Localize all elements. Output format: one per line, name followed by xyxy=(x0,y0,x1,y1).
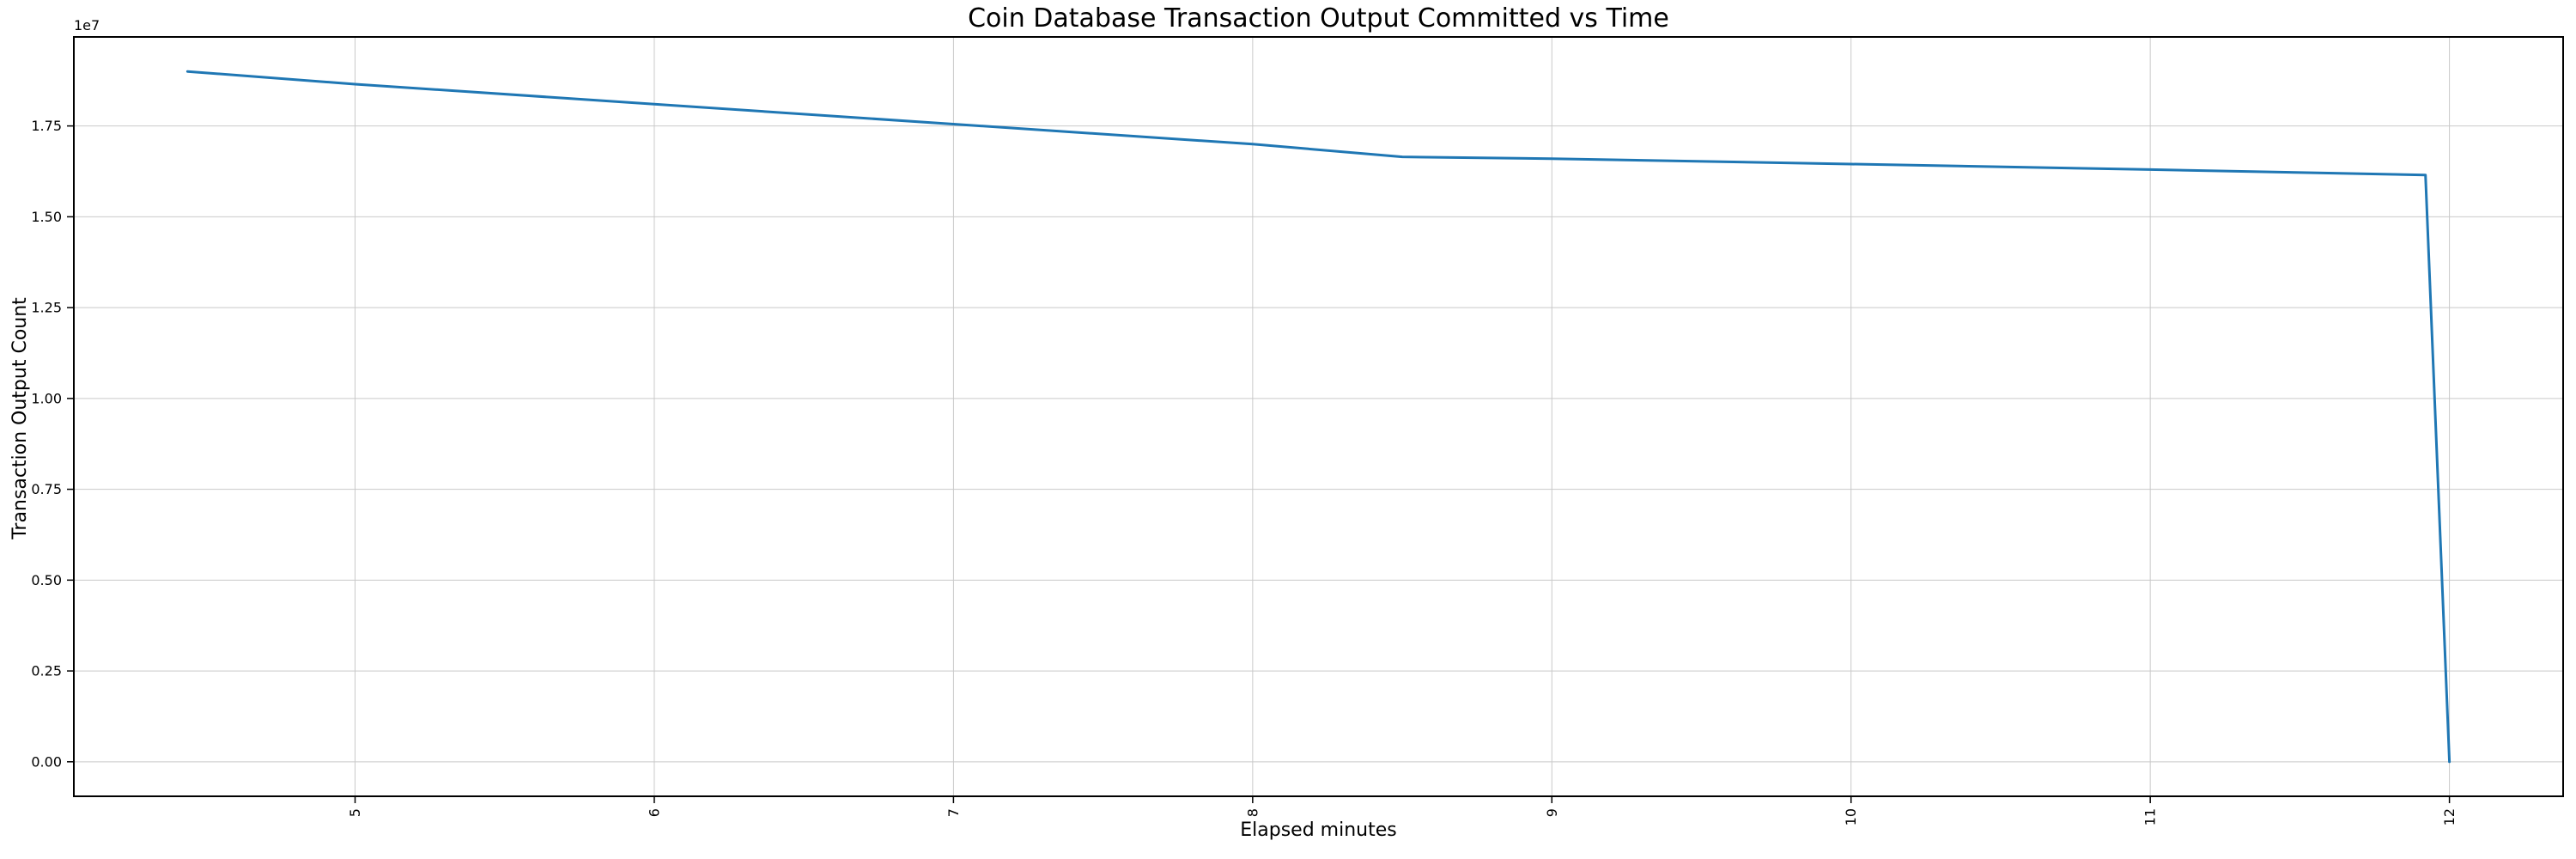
chart-title: Coin Database Transaction Output Committ… xyxy=(968,3,1669,34)
x-tick-label: 9 xyxy=(1544,808,1560,817)
x-tick-label: 12 xyxy=(2441,808,2458,825)
x-tick-label: 11 xyxy=(2142,808,2159,825)
y-tick-label: 0.50 xyxy=(31,572,62,588)
y-tick-label: 1.75 xyxy=(31,118,62,134)
y-tick-label: 1.25 xyxy=(31,300,62,316)
y-axis-label: Transaction Output Count xyxy=(9,297,31,539)
y-tick-label: 0.75 xyxy=(31,481,62,497)
y-tick-label: 0.00 xyxy=(31,753,62,770)
x-tick-label: 10 xyxy=(1843,808,1859,825)
x-axis-label: Elapsed minutes xyxy=(1240,819,1397,841)
x-tick-label: 6 xyxy=(646,808,662,817)
x-tick-label: 5 xyxy=(347,808,363,817)
data-line xyxy=(185,70,2451,764)
y-axis-offset-text: 1e7 xyxy=(74,17,100,34)
x-tick-label: 8 xyxy=(1244,808,1261,817)
x-tick-label: 7 xyxy=(945,808,962,817)
plot-border xyxy=(73,36,2564,797)
y-tick-label: 1.50 xyxy=(31,209,62,225)
y-tick-label: 0.25 xyxy=(31,663,62,679)
y-tick-label: 1.00 xyxy=(31,390,62,406)
